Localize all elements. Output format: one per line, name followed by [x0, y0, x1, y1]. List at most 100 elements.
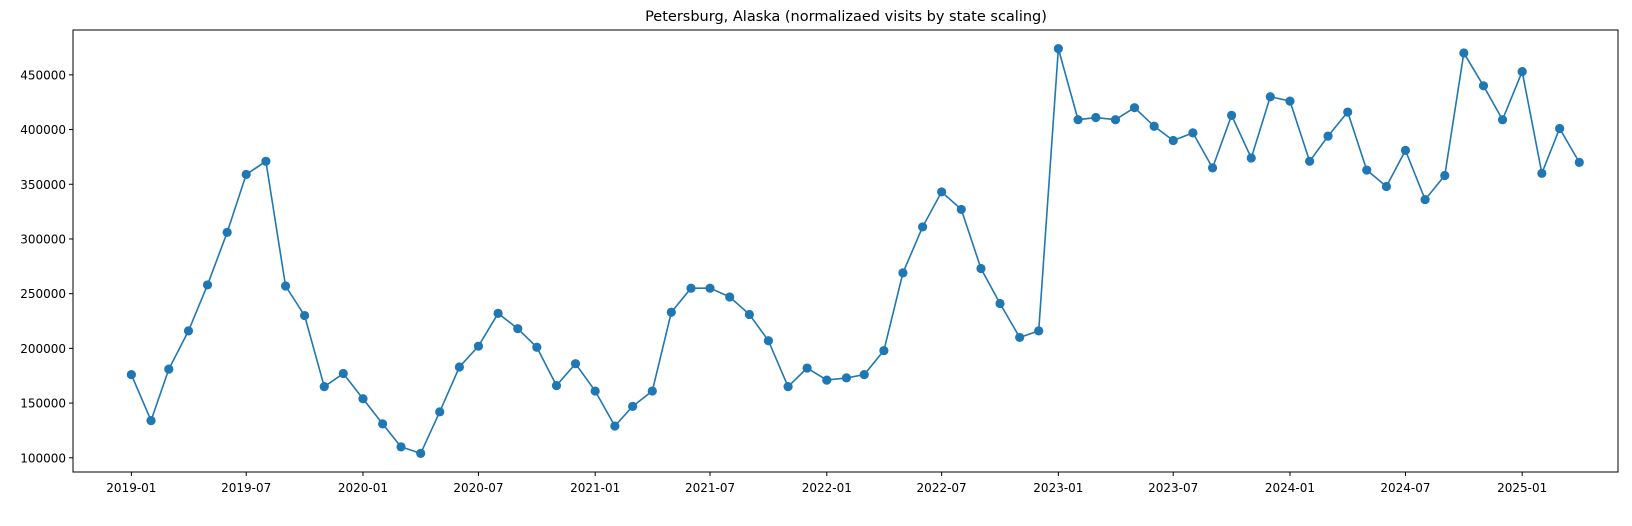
data-point [1478, 81, 1489, 91]
data-point [744, 309, 754, 320]
data-point [1420, 194, 1430, 205]
series-layer [126, 44, 1584, 458]
data-point [841, 373, 852, 383]
data-point [378, 419, 388, 429]
x-tick-label: 2019-07 [221, 481, 271, 495]
data-point [686, 283, 696, 293]
data-point [647, 386, 657, 396]
data-point [183, 326, 194, 336]
data-point [1305, 156, 1315, 166]
data-point [1555, 123, 1565, 134]
data-point [1188, 128, 1198, 138]
data-point [338, 368, 348, 379]
data-point [783, 382, 793, 392]
data-point [1381, 181, 1392, 192]
x-tick-label: 2022-01 [802, 481, 852, 495]
data-point [705, 283, 715, 293]
data-point [1440, 170, 1450, 181]
data-point [956, 204, 966, 215]
data-point [241, 169, 251, 180]
data-point [126, 370, 136, 380]
x-tick-label: 2020-07 [453, 481, 503, 495]
data-point [763, 336, 774, 346]
axis-layer: 2019-01 2019-07 2020-01 2020-07 2021-01 2021-… [20, 68, 1547, 495]
plot-frame [72, 29, 1619, 473]
data-point [628, 401, 638, 411]
data-point [1073, 115, 1083, 125]
data-point [1517, 66, 1527, 77]
data-point [1362, 165, 1372, 175]
chart-title: Petersburg, Alaska (normalizaed visits b… [645, 9, 1047, 25]
data-point [1459, 48, 1469, 58]
data-point [1574, 157, 1584, 167]
data-point [1034, 326, 1044, 336]
data-point [532, 342, 542, 352]
data-point [222, 227, 232, 237]
data-point [1110, 115, 1121, 125]
data-point [164, 364, 174, 374]
data-point [802, 363, 812, 373]
x-tick-label: 2020-01 [338, 481, 388, 495]
data-point [319, 382, 329, 392]
data-point [1246, 153, 1256, 163]
data-point [1129, 103, 1140, 113]
y-tick-label: 350000 [20, 178, 66, 192]
data-point [859, 370, 869, 380]
data-point [570, 359, 581, 369]
y-tick-label: 250000 [20, 287, 66, 301]
y-tick-label: 100000 [20, 451, 66, 465]
series-line [130, 48, 1580, 455]
x-tick-label: 2023-01 [1033, 481, 1083, 495]
data-point [1343, 107, 1353, 117]
data-point [1285, 96, 1295, 106]
data-point [1168, 135, 1178, 146]
data-point [1091, 112, 1101, 123]
x-tick-label: 2022-07 [917, 481, 967, 495]
data-point [1053, 44, 1063, 54]
data-point [358, 394, 368, 404]
y-tick-label: 200000 [20, 342, 66, 356]
data-point [416, 448, 426, 458]
data-point [666, 307, 676, 317]
data-point [1015, 332, 1025, 343]
data-point [976, 263, 986, 274]
data-point [898, 268, 908, 278]
data-point [879, 345, 889, 356]
data-point [1400, 145, 1411, 155]
data-point [1497, 115, 1508, 125]
data-point [261, 156, 271, 166]
data-point [610, 421, 620, 431]
data-point [590, 386, 600, 396]
x-tick-label: 2024-01 [1265, 481, 1315, 495]
data-point [1207, 163, 1218, 173]
data-point [473, 341, 484, 351]
x-tick-label: 2023-07 [1148, 481, 1198, 495]
x-tick-label: 2025-01 [1497, 481, 1547, 495]
data-point [396, 442, 406, 452]
data-point [725, 292, 735, 302]
data-point [146, 415, 156, 426]
x-tick-label: 2019-01 [106, 481, 156, 495]
data-point [435, 407, 445, 417]
data-point [1323, 131, 1333, 141]
data-point [1537, 168, 1547, 178]
data-point [995, 298, 1005, 309]
data-point [454, 362, 465, 372]
data-point [513, 324, 523, 334]
data-point [937, 187, 947, 197]
data-point [280, 281, 291, 291]
data-point [299, 310, 310, 321]
data-point [917, 222, 928, 232]
y-tick-label: 150000 [20, 397, 66, 411]
data-point [1265, 92, 1275, 102]
x-tick-label: 2024-07 [1380, 481, 1430, 495]
data-point [551, 380, 562, 391]
y-tick-label: 400000 [20, 123, 66, 137]
data-point [1226, 110, 1237, 120]
x-tick-label: 2021-01 [570, 481, 620, 495]
data-point [822, 375, 832, 385]
data-point [202, 280, 213, 290]
data-point [493, 308, 503, 318]
x-tick-label: 2021-07 [685, 481, 735, 495]
